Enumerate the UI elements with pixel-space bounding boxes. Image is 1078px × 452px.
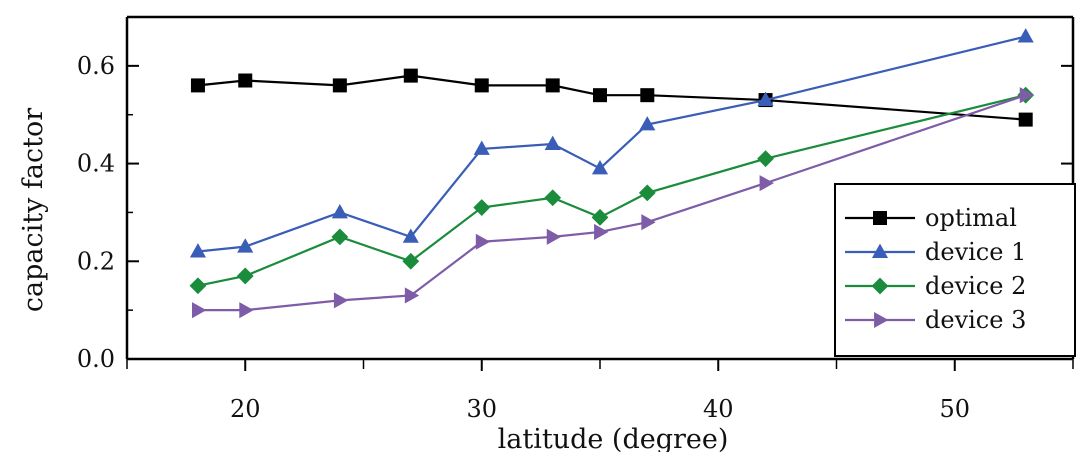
series-device-1 bbox=[189, 28, 1034, 258]
legend-label: device 3 bbox=[925, 306, 1026, 334]
axes: 0.0 0.2 0.4 0.6 20 30 40 50 bbox=[77, 52, 1074, 423]
data-point bbox=[333, 292, 349, 309]
y-tick-label: 0.0 bbox=[77, 345, 115, 373]
data-point bbox=[402, 252, 420, 270]
legend-label: device 1 bbox=[925, 238, 1026, 266]
x-tick-label: 40 bbox=[703, 395, 734, 423]
series-device-3 bbox=[192, 87, 1035, 319]
data-point bbox=[638, 184, 656, 202]
legend-item: device 3 bbox=[845, 306, 1026, 334]
data-point bbox=[593, 88, 607, 103]
data-point bbox=[474, 78, 489, 93]
data-point bbox=[238, 73, 253, 88]
data-point bbox=[331, 228, 349, 246]
legend-item: device 2 bbox=[845, 272, 1026, 300]
data-point bbox=[591, 208, 609, 226]
data-point bbox=[545, 78, 560, 93]
data-point bbox=[639, 116, 656, 131]
data-point bbox=[473, 140, 490, 155]
data-point bbox=[236, 267, 254, 285]
series-line bbox=[197, 35, 1026, 253]
data-point bbox=[640, 88, 655, 103]
data-point bbox=[544, 135, 561, 150]
legend-label: optimal bbox=[925, 204, 1017, 232]
series-line bbox=[197, 94, 1026, 287]
data-point bbox=[189, 243, 206, 258]
legend: optimal device 1 device 2 device 3 bbox=[834, 183, 1076, 357]
x-tick-label: 50 bbox=[939, 395, 970, 423]
data-point bbox=[594, 223, 609, 241]
data-point bbox=[546, 228, 562, 245]
y-tick-label: 0.2 bbox=[77, 247, 115, 275]
y-tick-label: 0.4 bbox=[77, 150, 115, 178]
data-point bbox=[1017, 28, 1034, 43]
data-point bbox=[189, 277, 207, 295]
data-point bbox=[1018, 112, 1033, 127]
data-point bbox=[473, 199, 491, 216]
legend-item: device 1 bbox=[845, 238, 1026, 266]
legend-marker bbox=[873, 211, 887, 225]
data-point bbox=[403, 68, 418, 83]
data-point bbox=[331, 204, 348, 219]
data-point bbox=[1019, 87, 1035, 104]
data-point bbox=[190, 78, 205, 93]
data-point bbox=[544, 189, 562, 207]
y-tick-label: 0.6 bbox=[77, 52, 115, 80]
series-optimal bbox=[190, 68, 1033, 127]
data-point bbox=[332, 78, 347, 93]
series-layer bbox=[189, 28, 1035, 319]
data-point bbox=[239, 302, 254, 319]
data-point bbox=[759, 175, 774, 192]
data-point bbox=[192, 302, 207, 319]
x-tick-label: 30 bbox=[466, 395, 497, 423]
legend-item: optimal bbox=[845, 204, 1017, 232]
data-point bbox=[757, 91, 774, 107]
legend-marker bbox=[871, 277, 889, 295]
x-tick-label: 20 bbox=[230, 395, 261, 423]
series-line bbox=[197, 94, 1027, 312]
data-point bbox=[475, 233, 491, 250]
data-point bbox=[641, 214, 656, 231]
legend-label: device 2 bbox=[925, 272, 1026, 300]
y-axis-title: capacity factor bbox=[18, 108, 49, 312]
data-point bbox=[237, 238, 254, 253]
x-axis-title: latitude (degree) bbox=[498, 424, 729, 452]
legend-marker bbox=[874, 311, 889, 329]
data-point bbox=[591, 160, 609, 175]
series-line bbox=[197, 74, 1026, 121]
legend-marker bbox=[871, 243, 889, 258]
data-point bbox=[404, 287, 420, 304]
data-point bbox=[757, 150, 774, 168]
data-point bbox=[402, 228, 419, 243]
